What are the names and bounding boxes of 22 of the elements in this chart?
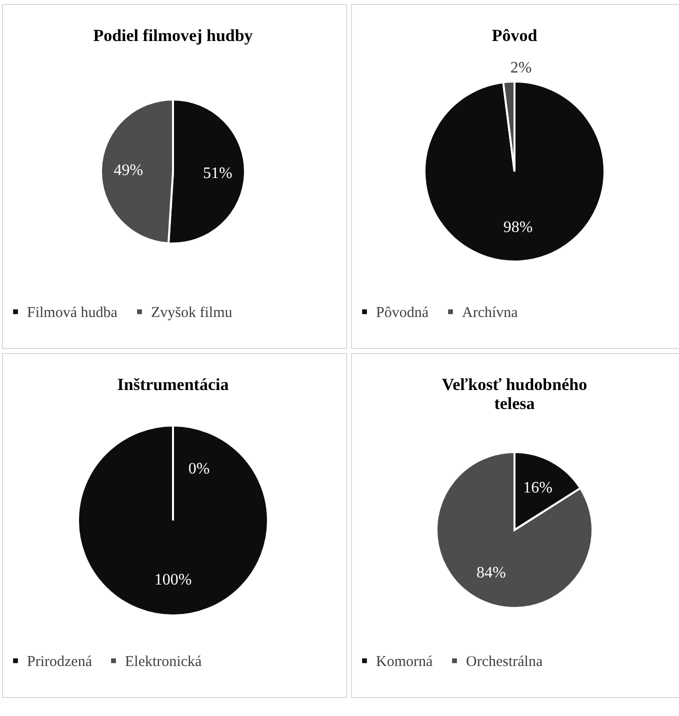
legend-label: Elektronická: [125, 654, 202, 670]
chart-title: Podiel filmovej hudby: [93, 26, 254, 45]
data-label: 98%: [503, 219, 533, 236]
data-label: 16%: [523, 480, 552, 497]
legend-label: Komorná: [376, 654, 433, 670]
legend-label: Orchestrálna: [466, 654, 543, 670]
data-label: 84%: [476, 564, 506, 582]
data-label: 51%: [202, 164, 232, 182]
chart-title: Inštrumentácia: [117, 375, 230, 394]
legend-label: Archívna: [462, 304, 518, 321]
chart-title: Veľkosť hudobného telesa: [442, 375, 588, 413]
chart-title: Pôvod: [492, 26, 538, 45]
legend-label: Zvyšok filmu: [151, 304, 233, 321]
legend-label: Prirodzená: [27, 654, 92, 670]
text: 0%: [188, 460, 210, 478]
legend-label: Filmová hudba: [27, 304, 118, 321]
data-label: 100%: [154, 571, 192, 588]
pie-slice: [436, 451, 594, 609]
pie-slice: [424, 80, 606, 262]
data-label: 2%: [510, 60, 532, 77]
legend-label: Pôvodná: [376, 304, 429, 321]
data-label: 49%: [114, 162, 144, 180]
